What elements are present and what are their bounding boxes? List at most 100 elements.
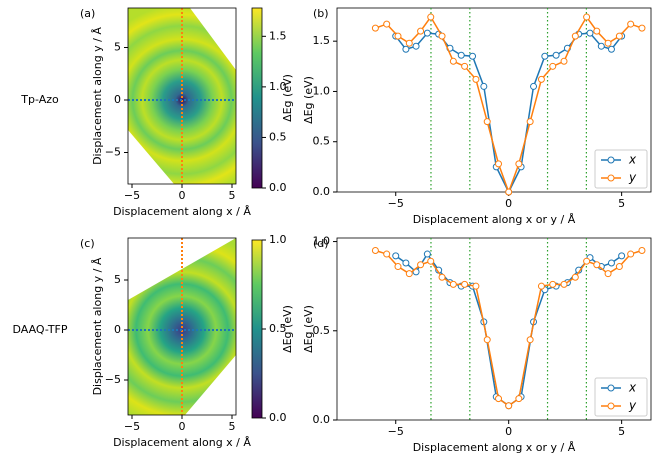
data-point — [417, 27, 425, 35]
data-point — [515, 395, 523, 403]
data-point — [394, 32, 402, 40]
colorbar-tick-label: 1.0 — [269, 233, 287, 246]
data-point — [461, 280, 469, 288]
y-tick-label: 0 — [114, 93, 121, 106]
data-point — [449, 280, 457, 288]
data-point — [417, 261, 425, 269]
y-axis-label: ΔEg (eV) — [302, 305, 315, 353]
x-tick-label: −5 — [124, 420, 140, 433]
row-label: DAAQ-TFP — [12, 323, 67, 336]
series-line — [395, 32, 623, 194]
data-point — [495, 160, 503, 168]
data-point — [638, 246, 646, 254]
x-axis-label: Displacement along x / Å — [113, 205, 251, 218]
data-point — [593, 27, 601, 35]
legend-marker — [607, 402, 615, 410]
y-tick-label: 0.5 — [313, 135, 331, 148]
colorbar-frame — [251, 7, 263, 189]
x-tick-label: 0 — [179, 189, 186, 202]
data-point — [583, 257, 591, 265]
y-tick-label: 0.0 — [313, 185, 331, 198]
colorbar-tick-label: 1.5 — [269, 29, 287, 42]
x-tick-label: 5 — [229, 189, 236, 202]
data-point — [549, 62, 557, 70]
data-point — [394, 263, 402, 271]
data-point — [483, 336, 491, 344]
x-tick-label: 5 — [618, 197, 625, 210]
x-axis-label: Displacement along x / Å — [113, 436, 251, 449]
y-axis-label: Displacement along y / Å — [91, 27, 104, 165]
data-point — [423, 29, 431, 37]
legend-label: y — [628, 171, 637, 185]
legend-label: x — [628, 153, 637, 167]
x-axis-label: Displacement along x or y / Å — [413, 441, 576, 454]
data-point — [560, 280, 568, 288]
data-point — [371, 24, 379, 32]
data-point — [615, 32, 623, 40]
row-label: Tp-Azo — [20, 93, 59, 106]
y-tick-label: 1.5 — [313, 34, 331, 47]
legend-label: x — [628, 381, 637, 395]
data-point — [638, 24, 646, 32]
data-point — [627, 20, 635, 28]
data-point — [604, 39, 612, 47]
data-point — [549, 280, 557, 288]
data-point — [537, 75, 545, 83]
data-point — [412, 42, 420, 50]
data-point — [560, 57, 568, 65]
data-point — [423, 250, 431, 258]
data-point — [537, 282, 545, 290]
data-point — [438, 32, 446, 40]
data-point — [427, 257, 435, 265]
data-point — [483, 118, 491, 126]
x-tick-label: 0 — [179, 420, 186, 433]
panel-label: (d) — [313, 237, 329, 250]
y-tick-label: 1.0 — [313, 84, 331, 97]
y-axis-label: ΔEg (eV) — [302, 76, 315, 124]
data-point — [526, 336, 534, 344]
series-line — [395, 252, 623, 407]
colorbar-tick-label: 0.0 — [269, 181, 287, 194]
axes-frame — [336, 237, 652, 421]
data-point — [371, 246, 379, 254]
data-point — [392, 252, 400, 260]
y-axis-label: Displacement along y / Å — [91, 257, 104, 395]
legend-marker — [607, 156, 615, 164]
data-point — [571, 32, 579, 40]
data-point — [405, 39, 413, 47]
data-point — [461, 62, 469, 70]
x-tick-label: −5 — [388, 197, 404, 210]
data-point — [541, 52, 549, 60]
data-point — [530, 82, 538, 90]
data-point — [438, 273, 446, 281]
legend-marker — [607, 384, 615, 392]
data-point — [405, 270, 413, 278]
data-point — [586, 29, 594, 37]
data-point — [457, 51, 465, 59]
x-tick-label: 0 — [505, 197, 512, 210]
panel-label: (c) — [80, 237, 95, 250]
y-tick-label: −5 — [105, 145, 121, 158]
legend-box — [594, 377, 648, 417]
legend-label: y — [628, 399, 637, 413]
x-axis-label: Displacement along x or y / Å — [413, 213, 576, 226]
data-point — [597, 42, 605, 50]
y-tick-label: 0.0 — [313, 413, 331, 426]
data-point — [604, 270, 612, 278]
data-point — [402, 259, 410, 267]
data-point — [618, 252, 626, 260]
panel-label: (b) — [313, 7, 329, 20]
data-point — [515, 160, 523, 168]
data-point — [607, 45, 615, 53]
x-tick-label: 5 — [618, 425, 625, 438]
colorbar — [252, 8, 262, 188]
data-point — [571, 273, 579, 281]
data-point — [383, 250, 391, 258]
data-point — [469, 52, 477, 60]
data-point — [480, 82, 488, 90]
data-point — [427, 13, 435, 21]
legend-marker — [607, 174, 615, 182]
colorbar-tick-label: 0.5 — [269, 322, 287, 335]
data-point — [402, 45, 410, 53]
